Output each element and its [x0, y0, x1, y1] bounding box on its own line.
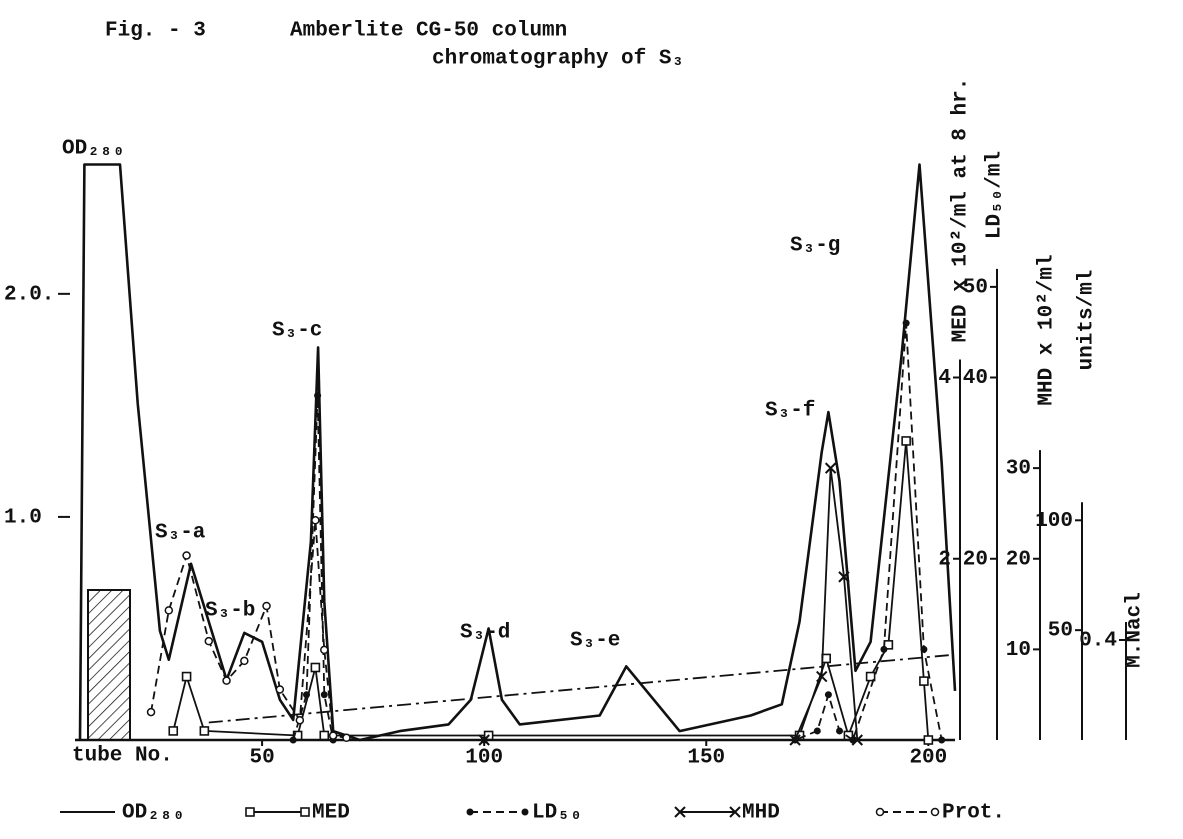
- legend-marker: [875, 807, 885, 817]
- marker: [478, 734, 490, 746]
- marker: [289, 736, 297, 744]
- y-tick-label: 30: [1006, 458, 1031, 481]
- marker: [262, 601, 271, 611]
- marker: [816, 670, 828, 683]
- marker: [164, 606, 174, 615]
- marker: [851, 734, 863, 746]
- series-line: [208, 654, 951, 724]
- legend-marker: [245, 807, 255, 817]
- x-tick-label: 50: [249, 747, 274, 770]
- marker: [320, 645, 329, 655]
- y-tick-label: 100: [1035, 510, 1073, 533]
- legend-marker: [521, 808, 529, 816]
- chart-title: chromatography of S₃: [432, 48, 684, 71]
- marker: [182, 551, 191, 560]
- legend-label: MED: [312, 802, 350, 825]
- y-tick-label: 10: [1006, 639, 1031, 662]
- legend-marker: [674, 806, 686, 818]
- marker: [328, 731, 338, 740]
- marker: [310, 662, 321, 673]
- marker: [938, 736, 946, 744]
- marker: [222, 676, 231, 685]
- marker: [919, 676, 929, 686]
- marker: [314, 392, 322, 400]
- peak-label: S₃-f: [765, 400, 815, 423]
- marker: [880, 645, 888, 653]
- marker: [901, 436, 911, 446]
- legend-label: MHD: [742, 802, 780, 825]
- marker: [319, 730, 330, 741]
- marker: [824, 691, 832, 699]
- legend-label: Prot.: [942, 802, 1005, 825]
- y-tick-label: 50: [1048, 620, 1073, 643]
- y-tick-label: 50: [963, 276, 988, 299]
- series-line: [172, 440, 930, 741]
- sample-band: [87, 589, 131, 741]
- peak-label: S₃-b: [205, 600, 255, 623]
- peak-label: S₃-a: [155, 522, 206, 545]
- y-axis-label: MED x 10²/ml at 8 hr.: [950, 78, 973, 343]
- y-tick-label: 1.0: [4, 506, 42, 529]
- marker: [168, 726, 179, 736]
- marker: [240, 656, 249, 666]
- marker: [342, 733, 351, 743]
- x-axis-label: tube No.: [72, 745, 173, 768]
- y-axis-label: OD₂₈₀: [62, 138, 125, 161]
- marker: [311, 516, 320, 525]
- marker: [902, 319, 910, 327]
- peak-label: S₃-e: [570, 630, 620, 653]
- legend-marker: [466, 808, 474, 816]
- legend-marker: [300, 807, 310, 817]
- marker: [275, 685, 285, 694]
- marker: [204, 636, 214, 646]
- marker: [923, 735, 934, 745]
- legend-label: OD₂₈₀: [122, 802, 185, 825]
- y-tick-label: 20: [1006, 548, 1031, 571]
- legend-marker: [729, 806, 741, 818]
- peak-label: S₃-g: [790, 235, 840, 258]
- peak-label: S₃-d: [460, 622, 510, 645]
- marker: [836, 727, 844, 735]
- marker: [181, 671, 192, 682]
- marker: [146, 707, 156, 717]
- y-tick-label: 2.0.: [4, 283, 54, 306]
- x-tick-label: 100: [465, 747, 503, 770]
- marker: [838, 571, 850, 583]
- chart-title: Amberlite CG-50 column: [290, 20, 567, 43]
- y-tick-label: 40: [963, 367, 988, 390]
- marker: [813, 727, 821, 735]
- series-line: [78, 163, 957, 742]
- marker: [865, 671, 876, 682]
- series-line: [484, 467, 859, 741]
- y-axis-label: MHD x 10²/ml: [1036, 254, 1059, 405]
- marker: [199, 726, 210, 736]
- marker: [320, 691, 328, 699]
- marker: [789, 734, 801, 746]
- legend-label: LD₅₀: [532, 802, 582, 825]
- y-tick-label: 2: [938, 548, 951, 571]
- marker: [920, 645, 928, 653]
- y-tick-label: 0.4: [1079, 630, 1117, 653]
- y-axis-label: M.Nacl: [1124, 592, 1147, 668]
- figure-label: Fig. - 3: [105, 20, 206, 43]
- marker: [295, 715, 305, 725]
- legend-marker: [930, 807, 940, 817]
- x-tick-label: 200: [909, 747, 947, 770]
- marker: [824, 462, 837, 474]
- y-tick-label: 4: [938, 367, 951, 390]
- peak-label: S₃-c: [272, 320, 322, 343]
- y-axis-label: units/ml: [1076, 270, 1099, 371]
- y-axis-label: LD₅₀/ml: [984, 151, 1007, 239]
- x-tick-label: 150: [687, 747, 725, 770]
- marker: [303, 691, 311, 699]
- y-tick-label: 20: [963, 548, 988, 571]
